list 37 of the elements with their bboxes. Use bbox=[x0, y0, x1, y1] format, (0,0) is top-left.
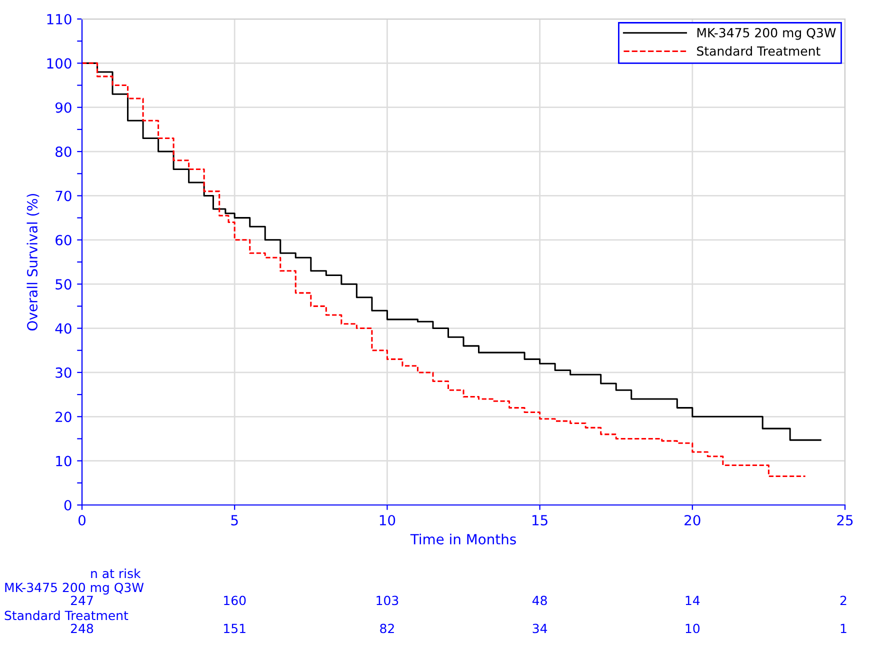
text: n at risk bbox=[91, 568, 141, 578]
y-tick-label: 40 bbox=[55, 323, 72, 334]
x-tick-label: 10 bbox=[380, 514, 396, 526]
y-tick-label: 50 bbox=[56, 279, 72, 290]
y-tick-label: 30 bbox=[56, 367, 72, 378]
x-tick-label: 25 bbox=[837, 514, 853, 526]
x-axis-title: Time in Months bbox=[410, 534, 516, 544]
text: Standard Treatment bbox=[4, 610, 128, 620]
y-tick-label: 90 bbox=[55, 102, 72, 113]
text: 10 bbox=[686, 624, 700, 634]
x-tick-label: 15 bbox=[532, 515, 548, 526]
legend-label: Standard Treatment bbox=[697, 46, 820, 56]
y-axis-title: Overall Survival (%) bbox=[26, 194, 40, 330]
text: 34 bbox=[532, 624, 548, 634]
text: 103 bbox=[376, 596, 398, 606]
text: 1 bbox=[840, 624, 846, 633]
y-tick-label: 20 bbox=[56, 412, 72, 422]
y-tick-label: 80 bbox=[56, 146, 72, 158]
y-tick-label: 70 bbox=[56, 190, 72, 202]
y-tick-label: 60 bbox=[56, 234, 72, 246]
y-tick-label: 10 bbox=[56, 456, 72, 466]
text: 14 bbox=[686, 596, 700, 605]
legend-label: MK-3475 200 mg Q3W bbox=[697, 28, 836, 40]
y-tick-label: 0 bbox=[64, 500, 72, 510]
text: 151 bbox=[224, 624, 246, 634]
text: 48 bbox=[532, 596, 547, 606]
text: MK-3475 200 mg Q3W bbox=[5, 582, 144, 595]
text: 2 bbox=[840, 596, 846, 605]
x-tick-label: 20 bbox=[684, 514, 700, 526]
y-tick-label: 100 bbox=[47, 58, 72, 69]
x-tick-label: 5 bbox=[231, 515, 238, 526]
text: 248 bbox=[70, 624, 94, 634]
text: 247 bbox=[70, 596, 93, 605]
text: 82 bbox=[380, 624, 394, 634]
text: 160 bbox=[224, 596, 246, 606]
y-tick-label: 110 bbox=[47, 14, 72, 24]
x-tick-label: 0 bbox=[78, 514, 86, 526]
